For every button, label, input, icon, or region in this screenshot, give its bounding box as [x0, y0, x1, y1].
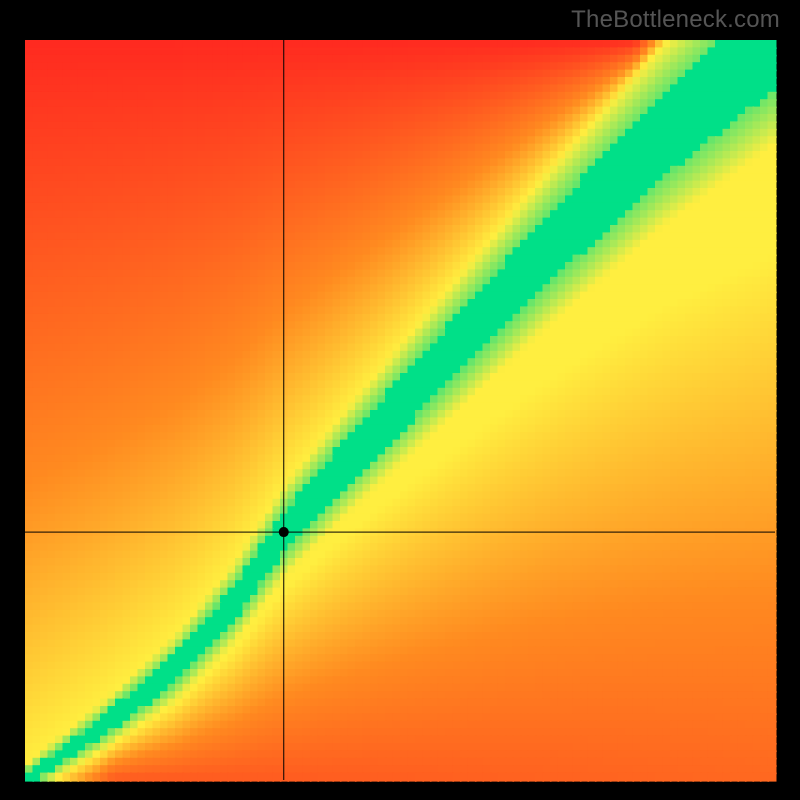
watermark-text: TheBottleneck.com	[571, 6, 780, 34]
chart-container: { "type": "heatmap", "watermark": "TheBo…	[0, 0, 800, 800]
bottleneck-heatmap	[0, 0, 800, 800]
